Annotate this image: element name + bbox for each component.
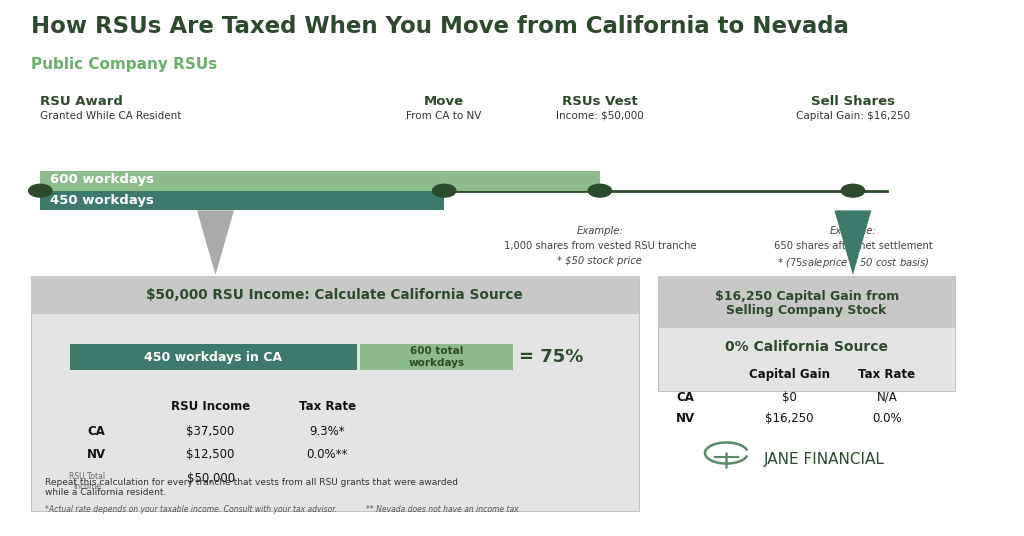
Text: RSU Total
Income: RSU Total Income	[69, 472, 105, 491]
Text: $16,250: $16,250	[765, 412, 814, 425]
Circle shape	[432, 184, 456, 197]
Text: while a California resident.: while a California resident.	[45, 488, 167, 497]
Text: Tax Rate: Tax Rate	[299, 400, 356, 413]
Text: ** Nevada does not have an income tax: ** Nevada does not have an income tax	[367, 505, 519, 514]
Text: 9.3%*: 9.3%*	[309, 425, 345, 438]
Text: N/A: N/A	[877, 391, 897, 404]
Text: NV: NV	[87, 448, 106, 461]
Text: 650 shares after net settlement: 650 shares after net settlement	[773, 241, 932, 251]
Text: *Actual rate depends on your taxable income. Consult with your tax advisor.: *Actual rate depends on your taxable inc…	[45, 505, 337, 514]
Text: 0.0%**: 0.0%**	[307, 448, 348, 461]
Text: 0.0%: 0.0%	[872, 412, 902, 425]
Text: Capital Gain: Capital Gain	[750, 368, 830, 381]
Polygon shape	[197, 211, 233, 275]
Text: Move: Move	[424, 95, 464, 108]
Text: CA: CA	[677, 391, 694, 404]
Text: Income: $50,000: Income: $50,000	[556, 111, 644, 121]
Text: $50,000 RSU Income: Calculate California Source: $50,000 RSU Income: Calculate California…	[146, 288, 523, 302]
FancyBboxPatch shape	[359, 344, 513, 370]
Circle shape	[588, 184, 611, 197]
Text: Capital Gain: $16,250: Capital Gain: $16,250	[796, 111, 910, 121]
Text: 1,000 shares from vested RSU tranche: 1,000 shares from vested RSU tranche	[504, 241, 696, 251]
Text: Repeat this calculation for every tranche that vests from all RSU grants that we: Repeat this calculation for every tranch…	[45, 478, 458, 487]
Text: 450 workdays: 450 workdays	[50, 194, 154, 207]
FancyBboxPatch shape	[40, 171, 600, 191]
Text: Public Company RSUs: Public Company RSUs	[31, 57, 217, 72]
Text: How RSUs Are Taxed When You Move from California to Nevada: How RSUs Are Taxed When You Move from Ca…	[31, 14, 849, 38]
Text: Example:: Example:	[829, 226, 877, 236]
Text: From CA to NV: From CA to NV	[407, 111, 482, 121]
Text: $50,000: $50,000	[186, 472, 234, 485]
Text: * ($75 sale price - $50 cost basis): * ($75 sale price - $50 cost basis)	[776, 256, 929, 270]
FancyBboxPatch shape	[31, 276, 639, 511]
Circle shape	[29, 184, 52, 197]
Text: $12,500: $12,500	[186, 448, 234, 461]
Text: RSU Award: RSU Award	[40, 95, 123, 108]
Text: 600 total
workdays: 600 total workdays	[409, 346, 465, 368]
FancyBboxPatch shape	[658, 276, 955, 328]
Text: $0: $0	[782, 391, 797, 404]
Text: CA: CA	[88, 425, 105, 438]
Text: Example:: Example:	[577, 226, 624, 236]
Text: Tax Rate: Tax Rate	[858, 368, 915, 381]
Text: 0% California Source: 0% California Source	[725, 340, 888, 354]
Polygon shape	[835, 211, 871, 275]
Text: Granted While CA Resident: Granted While CA Resident	[40, 111, 181, 121]
Text: = 75%: = 75%	[519, 348, 584, 366]
Circle shape	[841, 184, 864, 197]
Text: Sell Shares: Sell Shares	[811, 95, 895, 108]
Text: RSUs Vest: RSUs Vest	[562, 95, 638, 108]
FancyBboxPatch shape	[658, 276, 955, 391]
Text: NV: NV	[676, 412, 695, 425]
Text: * $50 stock price: * $50 stock price	[557, 256, 642, 266]
Text: JANE FINANCIAL: JANE FINANCIAL	[763, 452, 885, 467]
Text: RSU Income: RSU Income	[171, 400, 250, 413]
FancyBboxPatch shape	[40, 191, 444, 211]
FancyBboxPatch shape	[70, 344, 356, 370]
FancyBboxPatch shape	[31, 276, 639, 315]
Text: 450 workdays in CA: 450 workdays in CA	[144, 351, 282, 363]
Text: Selling Company Stock: Selling Company Stock	[726, 304, 887, 317]
Text: $37,500: $37,500	[186, 425, 234, 438]
Text: $16,250 Capital Gain from: $16,250 Capital Gain from	[715, 291, 899, 303]
Text: 600 workdays: 600 workdays	[50, 173, 154, 187]
